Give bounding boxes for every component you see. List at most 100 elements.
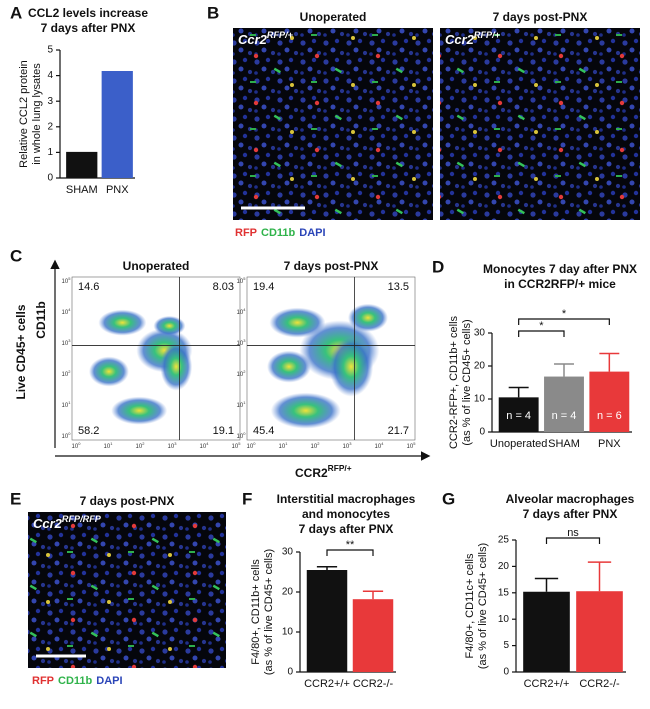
tick-exponent: 0 <box>68 431 71 436</box>
tick-base: 10 <box>62 310 69 316</box>
flow-density <box>153 315 186 336</box>
flow-y-tick-label: 101 <box>237 400 247 409</box>
tick-base: 10 <box>62 372 69 378</box>
flow-x-tick-label: 105 <box>232 441 242 450</box>
x-tick-label: CCR2-/- <box>353 678 394 690</box>
flow-density <box>111 396 168 425</box>
y-tick-label: 2 <box>47 121 53 132</box>
y-axis-label: (as % of live CD45+ cells) <box>461 319 473 445</box>
quadrant-value: 45.4 <box>253 425 274 437</box>
y-tick-label: 4 <box>47 70 53 81</box>
chart-title: 7 days after PNX <box>523 507 618 521</box>
tick-exponent: 3 <box>174 441 177 446</box>
tick-exponent: 4 <box>68 307 71 312</box>
quadrant-value: 58.2 <box>78 425 99 437</box>
image-title: 7 days post-PNX <box>493 10 588 24</box>
y-tick-label: 5 <box>503 640 509 651</box>
significance-bracket <box>518 318 610 325</box>
flow-x-tick-label: 100 <box>247 441 257 450</box>
flow-y-tick-label: 105 <box>62 276 72 285</box>
quadrant-value: 21.7 <box>388 425 409 437</box>
flow-x-tick-label: 102 <box>311 441 321 450</box>
quadrant-value: 13.5 <box>388 281 409 293</box>
genotype-label-base: Ccr2 <box>445 32 475 47</box>
significance-bracket <box>545 537 601 544</box>
bar <box>101 70 133 178</box>
chart-title: Alveolar macrophages <box>506 492 635 506</box>
tick-base: 10 <box>237 403 244 409</box>
panel-letter: D <box>432 257 444 276</box>
tick-base: 10 <box>247 444 254 450</box>
y-tick-label: 1 <box>47 147 53 158</box>
flow-x-tick-label: 101 <box>104 441 114 450</box>
panel-letter: A <box>10 3 22 22</box>
stain-name: DAPI <box>96 675 122 687</box>
stain-name: CD11b <box>261 227 296 239</box>
tick-exponent: 2 <box>142 441 145 446</box>
flow-y-tick-label: 102 <box>237 369 247 378</box>
flow-x-tick-label: 101 <box>279 441 289 450</box>
panel-letter: C <box>10 246 22 265</box>
y-tick-label: 5 <box>47 45 53 56</box>
genotype-label-base: Ccr2 <box>238 32 268 47</box>
significance-label: * <box>562 308 567 320</box>
tick-exponent: 1 <box>243 400 246 405</box>
panel-letter: F <box>242 489 252 508</box>
tick-exponent: 5 <box>413 441 416 446</box>
flow-density <box>347 303 388 332</box>
significance-label: ** <box>346 539 355 551</box>
chart-title: in CCR2RFP/+ mice <box>504 277 616 291</box>
bar <box>589 371 630 432</box>
tick-exponent: 0 <box>78 441 81 446</box>
stain-name: RFP <box>32 675 54 687</box>
x-tick-label: PNX <box>598 438 621 450</box>
bar <box>352 599 394 672</box>
tick-exponent: 1 <box>110 441 113 446</box>
tick-base: 10 <box>279 444 286 450</box>
significance-bracket <box>326 549 374 556</box>
panel-letter: E <box>10 489 21 508</box>
tick-base: 10 <box>311 444 318 450</box>
tick-base: 10 <box>200 444 207 450</box>
tick-exponent: 4 <box>381 441 384 446</box>
chart-title: 7 days after PNX <box>299 522 394 536</box>
chart-title: CCL2 levels increase <box>28 6 148 20</box>
bar <box>306 570 348 672</box>
tick-exponent: 1 <box>285 441 288 446</box>
y-tick-label: 30 <box>474 328 486 339</box>
flow-x-tick-label: 100 <box>72 441 82 450</box>
image-title: Unoperated <box>300 10 367 24</box>
bar-annotation: n = 4 <box>506 410 531 422</box>
flow-density <box>88 356 129 387</box>
y-axis-label: (as % of live CD45+ cells) <box>477 543 489 669</box>
quadrant-value: 19.1 <box>213 425 234 437</box>
y-tick-label: 20 <box>474 361 486 372</box>
flow-y-tick-label: 102 <box>62 369 72 378</box>
flow-x-label-sup: RFP/+ <box>328 463 352 473</box>
flow-x-label-base: CCR2 <box>295 466 328 480</box>
genotype-label-sup: RFP/+ <box>267 30 294 40</box>
tick-base: 10 <box>62 403 69 409</box>
flow-y-label: CD11b <box>34 301 48 338</box>
y-axis-label: Relative CCL2 protein <box>18 60 30 168</box>
genotype-label-sup: RFP/RFP <box>62 514 102 524</box>
y-tick-label: 0 <box>47 173 53 184</box>
y-tick-label: 3 <box>47 96 53 107</box>
flow-x-tick-label: 104 <box>200 441 210 450</box>
x-tick-label: SHAM <box>66 184 98 196</box>
significance-label: * <box>539 320 544 332</box>
x-tick-label: CCR2+/+ <box>304 678 350 690</box>
tick-base: 10 <box>62 434 69 440</box>
bar <box>523 591 570 672</box>
tick-base: 10 <box>62 279 69 285</box>
tick-exponent: 5 <box>238 441 241 446</box>
tick-base: 10 <box>136 444 143 450</box>
y-tick-label: 30 <box>282 547 294 558</box>
y-tick-label: 15 <box>498 587 510 598</box>
flow-density <box>267 350 311 383</box>
tick-base: 10 <box>104 444 111 450</box>
genotype-label: Ccr2RFP/RFP <box>33 514 102 531</box>
flow-x-tick-label: 102 <box>136 441 146 450</box>
y-axis-label: (as % of live CD45+ cells) <box>263 549 275 675</box>
chart-title: 7 days after PNX <box>41 21 136 35</box>
